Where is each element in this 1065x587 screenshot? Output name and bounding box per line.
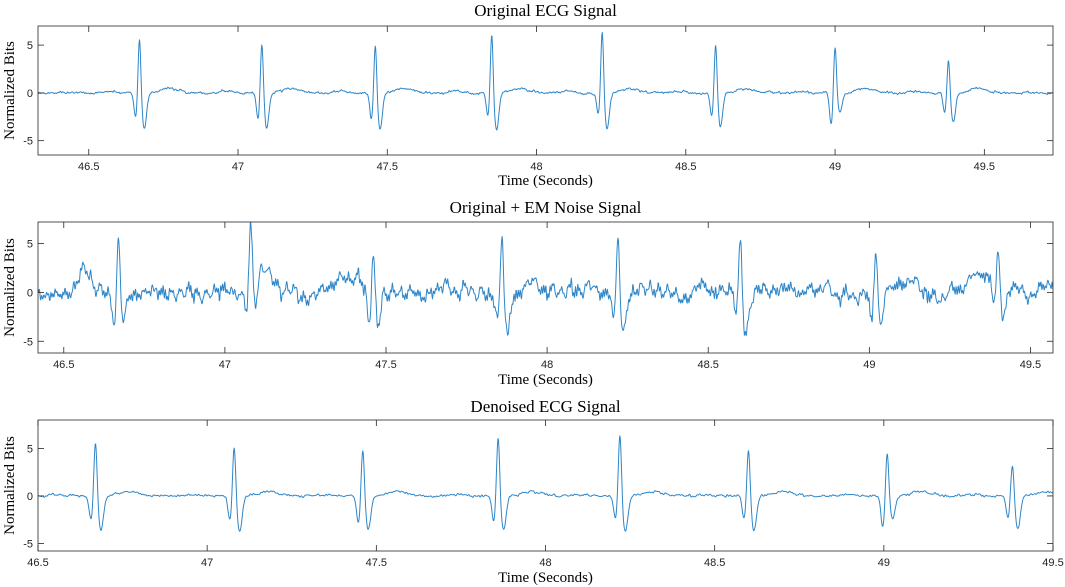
x-tick-label: 47: [232, 161, 244, 173]
x-tick-label: 48.5: [675, 161, 696, 173]
x-tick-label: 47: [201, 557, 213, 569]
y-axis-label: Normalized Bits: [2, 238, 18, 337]
x-tick-label: 49: [863, 359, 875, 371]
plot-frame: [37, 25, 1054, 156]
x-axis-label: Time (Seconds): [498, 173, 593, 189]
x-axis-label: Time (Seconds): [498, 372, 593, 388]
chart-panel-2: Original + EM Noise Signal 46.5 47 47.5 48 48…: [2, 198, 1054, 388]
x-tick-label: 48: [541, 359, 553, 371]
y-tick-label: -5: [23, 136, 33, 148]
x-tick-label: 47: [219, 359, 231, 371]
x-tick-label: 49.5: [1020, 359, 1041, 371]
chart-title: Denoised ECG Signal: [470, 397, 620, 416]
y-tick-label: 0: [27, 88, 33, 100]
y-tick-label: -5: [23, 336, 33, 348]
x-tick-label: 49: [829, 161, 841, 173]
x-tick-label: 48.5: [704, 557, 725, 569]
x-tick-label: 47.5: [377, 161, 398, 173]
y-axis-label: Normalized Bits: [2, 436, 18, 535]
x-tick-label: 46.5: [27, 557, 48, 569]
x-tick-label: 49.5: [1042, 557, 1063, 569]
x-tick-label: 46.5: [53, 359, 74, 371]
x-tick-label: 49: [878, 557, 890, 569]
x-tick-label: 48: [530, 161, 542, 173]
y-axis-label: Normalized Bits: [2, 41, 18, 140]
plot-frame: [37, 419, 1054, 552]
signal-line: [37, 221, 1054, 337]
y-tick-label: 5: [27, 443, 33, 455]
chart-title: Original ECG Signal: [474, 1, 617, 20]
y-tick-label: 5: [27, 239, 33, 251]
signal-line: [37, 31, 1054, 131]
x-tick-label: 47.5: [366, 557, 387, 569]
x-tick-label: 46.5: [78, 161, 99, 173]
y-tick-label: 0: [27, 491, 33, 503]
x-axis-label: Time (Seconds): [498, 570, 593, 586]
x-tick-label: 47.5: [375, 359, 396, 371]
y-tick-label: 0: [27, 287, 33, 299]
chart-panel-1: Original ECG Signal 46.5 47 47.5 48 48.5 49 49.…: [2, 1, 1054, 189]
y-tick-label: 5: [27, 40, 33, 52]
chart-title: Original + EM Noise Signal: [450, 198, 642, 217]
x-tick-label: 49.5: [974, 161, 995, 173]
x-tick-label: 48: [539, 557, 551, 569]
chart-panel-3: Denoised ECG Signal 46.5 47 47.5 48 48.5 49 49.…: [2, 397, 1064, 586]
y-tick-label: -5: [23, 538, 33, 550]
x-tick-label: 48.5: [698, 359, 719, 371]
signal-line: [37, 435, 1054, 532]
plot-frame: [37, 221, 1054, 354]
